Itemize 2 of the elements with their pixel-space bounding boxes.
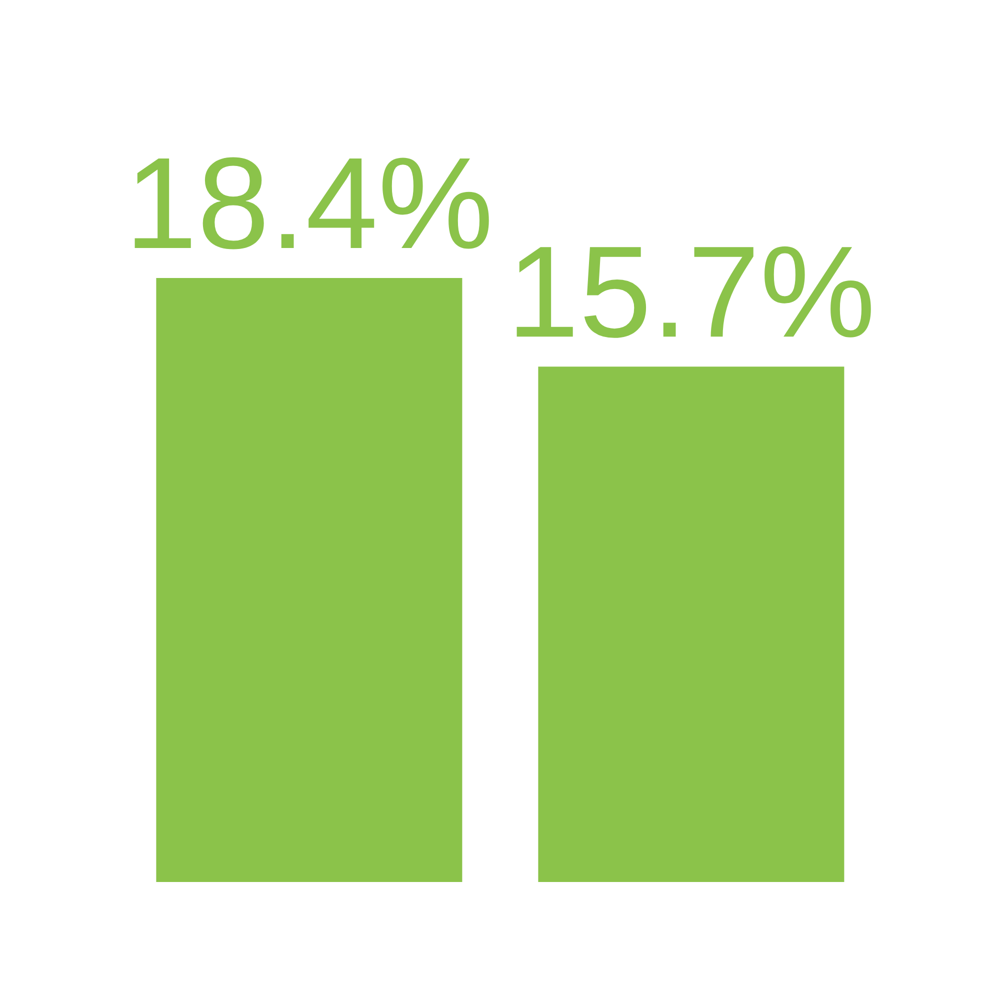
data-label: 18.4% — [124, 130, 494, 276]
data-label: 15.7% — [506, 218, 876, 365]
